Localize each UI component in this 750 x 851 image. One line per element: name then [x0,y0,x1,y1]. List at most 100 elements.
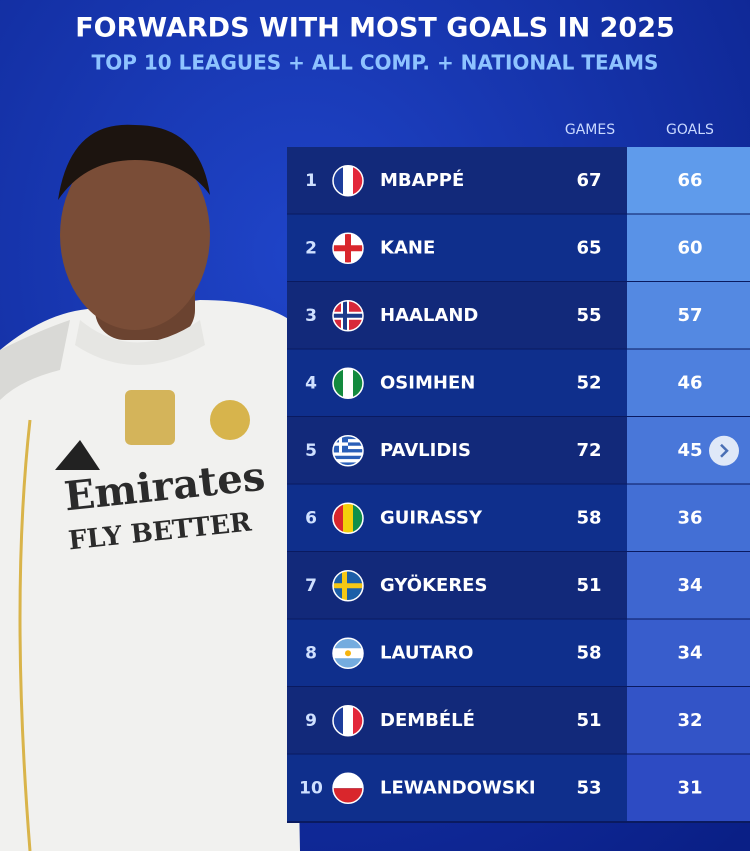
games: 65 [576,237,601,258]
next-button-circle [709,435,739,466]
flag [333,503,363,534]
flag-part [333,583,363,589]
goals-cell-background [627,552,750,620]
games: 67 [576,170,601,191]
flag-border [332,435,364,467]
player-name: GUIRASSY [380,507,483,528]
goals: 57 [677,305,702,326]
flag [333,638,363,669]
flag-part [343,368,353,399]
flag-part [353,165,363,196]
flag-border [332,300,364,332]
player-name: HAALAND [380,305,478,326]
column-header: GAMES [565,122,615,138]
flag-part [353,368,363,399]
player-name: MBAPPÉ [380,169,464,191]
flag-border [332,637,364,669]
goals-cell-background [627,282,750,350]
goals: 60 [677,237,702,258]
goals: 32 [677,710,702,731]
table-row: 9 DEMBÉLÉ 51 32 [287,687,750,756]
flag-border [332,165,364,197]
flag-part [345,650,351,657]
flag-part [333,638,363,649]
goals-cell-background [627,484,750,552]
goals: 34 [677,575,702,596]
goals: 31 [677,777,702,798]
flag-part [333,705,343,736]
flag-part [343,165,353,196]
subtitle: TOP 10 LEAGUES + ALL COMP. + NATIONAL TE… [92,51,659,75]
goals-cell-background [627,687,750,755]
goals: 46 [677,372,702,393]
flag-part [333,788,363,804]
games: 72 [576,440,601,461]
flag-part [333,442,348,446]
flag-part [353,705,363,736]
flag-part [333,245,363,252]
games: 58 [576,507,601,528]
flag-border [332,570,364,602]
goals: 36 [677,507,702,528]
column-header: GOALS [666,122,714,138]
games: 52 [576,372,601,393]
flag [333,165,363,196]
player-name: KANE [380,237,435,258]
table-row: 5 PAVLIDIS 72 45 [287,417,750,486]
rank: 9 [305,711,317,731]
games: 53 [576,777,601,798]
flag [333,233,363,264]
flag-border [332,502,364,534]
player-name: GYÖKERES [380,574,487,596]
flag-part [343,503,353,534]
flag-part [343,705,353,736]
table-row: 8 LAUTARO 58 34 [287,619,750,688]
goals-cell-background [627,754,750,822]
next-button[interactable] [709,435,739,466]
player-photo: Emirates FLY BETTER [0,124,300,851]
flag-part [333,368,343,399]
games: 51 [576,575,601,596]
flag-part [353,503,363,534]
rank: 7 [305,576,317,596]
flag-part [333,165,343,196]
rank: 5 [305,441,317,461]
flag-border [332,232,364,264]
flag-border [332,367,364,399]
next-button-arrow [720,443,729,458]
goals: 34 [677,642,702,663]
title: FORWARDS WITH MOST GOALS IN 2025 [75,13,675,44]
table-row: 1 MBAPPÉ 67 66 [287,147,750,216]
goals-cell-background [627,147,750,215]
table: 1 MBAPPÉ 67 662 KANE 65 603 HAALAND 55 574 OSIMHEN… [287,147,750,823]
player-name: DEMBÉLÉ [380,709,475,731]
rank: 2 [305,238,317,258]
goals: 45 [677,440,702,461]
games: 58 [576,642,601,663]
player-name: PAVLIDIS [380,440,471,461]
flag [333,705,363,736]
flag-part [333,462,363,466]
rank: 8 [305,643,317,663]
flag-part [333,313,363,318]
goals-cell-background [627,619,750,687]
table-row: 10 LEWANDOWSKI 53 31 [287,754,750,823]
rank: 4 [305,373,317,393]
flag-border [332,705,364,737]
table-row: 4 OSIMHEN 52 46 [287,349,750,418]
table-row: 2 KANE 65 60 [287,214,750,283]
games: 51 [576,710,601,731]
player-name: LAUTARO [380,642,473,663]
flag [333,435,363,466]
rank: 10 [299,778,323,798]
goals-cell-background [627,214,750,282]
rank: 3 [305,306,317,326]
flag-part [333,455,363,460]
flag-part [333,773,363,789]
games: 55 [576,305,601,326]
player-name: OSIMHEN [380,372,475,393]
flag-border [332,772,364,804]
flag-part [333,658,363,669]
rank: 6 [305,508,317,528]
